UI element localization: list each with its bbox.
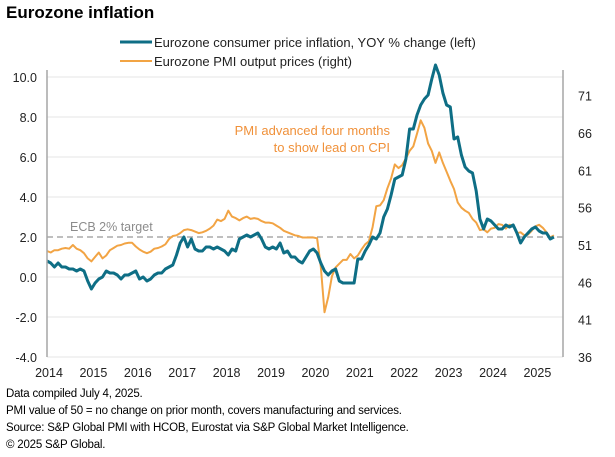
left-tick-label: 0.0 xyxy=(20,271,37,285)
annotation-line: to show lead on CPI xyxy=(274,140,390,155)
annotation-line: PMI advanced four months xyxy=(235,123,391,138)
left-tick-label: 8.0 xyxy=(20,111,37,125)
x-tick-label: 2017 xyxy=(168,366,196,380)
left-tick-label: 2.0 xyxy=(20,231,37,245)
cpi-series-line xyxy=(46,63,555,291)
annotation: PMI advanced four months to show lead on … xyxy=(235,123,391,155)
legend-label-cpi: Eurozone consumer price inflation, YOY %… xyxy=(154,35,476,50)
x-tick-label: 2023 xyxy=(435,366,463,380)
x-axis-ticks: 2014 2015 2016 2017 2018 2019 2020 2021 2022 2023… xyxy=(35,366,551,380)
series-lines xyxy=(46,63,555,314)
footnote-pmi: PMI value of 50 = no change on prior mon… xyxy=(6,405,402,417)
left-tick-label: -4.0 xyxy=(15,351,37,365)
right-tick-label: 41 xyxy=(578,314,592,328)
x-tick-label: 2020 xyxy=(301,366,329,380)
x-tick-label: 2015 xyxy=(79,366,107,380)
legend: Eurozone consumer price inflation, YOY %… xyxy=(120,35,476,69)
left-tick-label: 4.0 xyxy=(20,191,37,205)
pmi-series-line xyxy=(46,119,555,314)
chart-title: Eurozone inflation xyxy=(6,3,155,22)
x-tick-label: 2018 xyxy=(213,366,241,380)
x-tick-label: 2016 xyxy=(124,366,152,380)
right-tick-label: 66 xyxy=(578,127,592,141)
footnote-compiled: Data compiled July 4, 2025. xyxy=(6,388,143,400)
right-tick-label: 36 xyxy=(578,351,592,365)
x-tick-label: 2022 xyxy=(390,366,418,380)
x-tick-label: 2024 xyxy=(479,366,507,380)
right-tick-label: 46 xyxy=(578,276,592,290)
right-tick-label: 61 xyxy=(578,164,592,178)
left-tick-label: -2.0 xyxy=(15,311,37,325)
footnote-source: Source: S&P Global PMI with HCOB, Eurost… xyxy=(6,422,409,434)
left-tick-label: 10.0 xyxy=(13,71,37,85)
ecb-target-line: ECB 2% target xyxy=(47,220,563,238)
footnote-copyright: © 2025 S&P Global. xyxy=(6,439,106,451)
left-tick-label: 6.0 xyxy=(20,151,37,165)
x-tick-label: 2019 xyxy=(257,366,285,380)
left-axis-ticks: 10.0 8.0 6.0 4.0 2.0 0.0 -2.0 -4.0 xyxy=(13,71,37,365)
gridlines xyxy=(47,76,563,358)
x-tick-label: 2014 xyxy=(35,366,63,380)
right-tick-label: 51 xyxy=(578,239,592,253)
ecb-target-label: ECB 2% target xyxy=(70,220,153,234)
legend-label-pmi: Eurozone PMI output prices (right) xyxy=(154,54,352,69)
right-tick-label: 71 xyxy=(578,90,592,104)
axes xyxy=(46,70,564,357)
x-tick-label: 2025 xyxy=(523,366,551,380)
right-axis-ticks: 71 66 61 56 51 46 41 36 xyxy=(578,90,592,365)
right-tick-label: 56 xyxy=(578,202,592,216)
x-tick-label: 2021 xyxy=(346,366,374,380)
